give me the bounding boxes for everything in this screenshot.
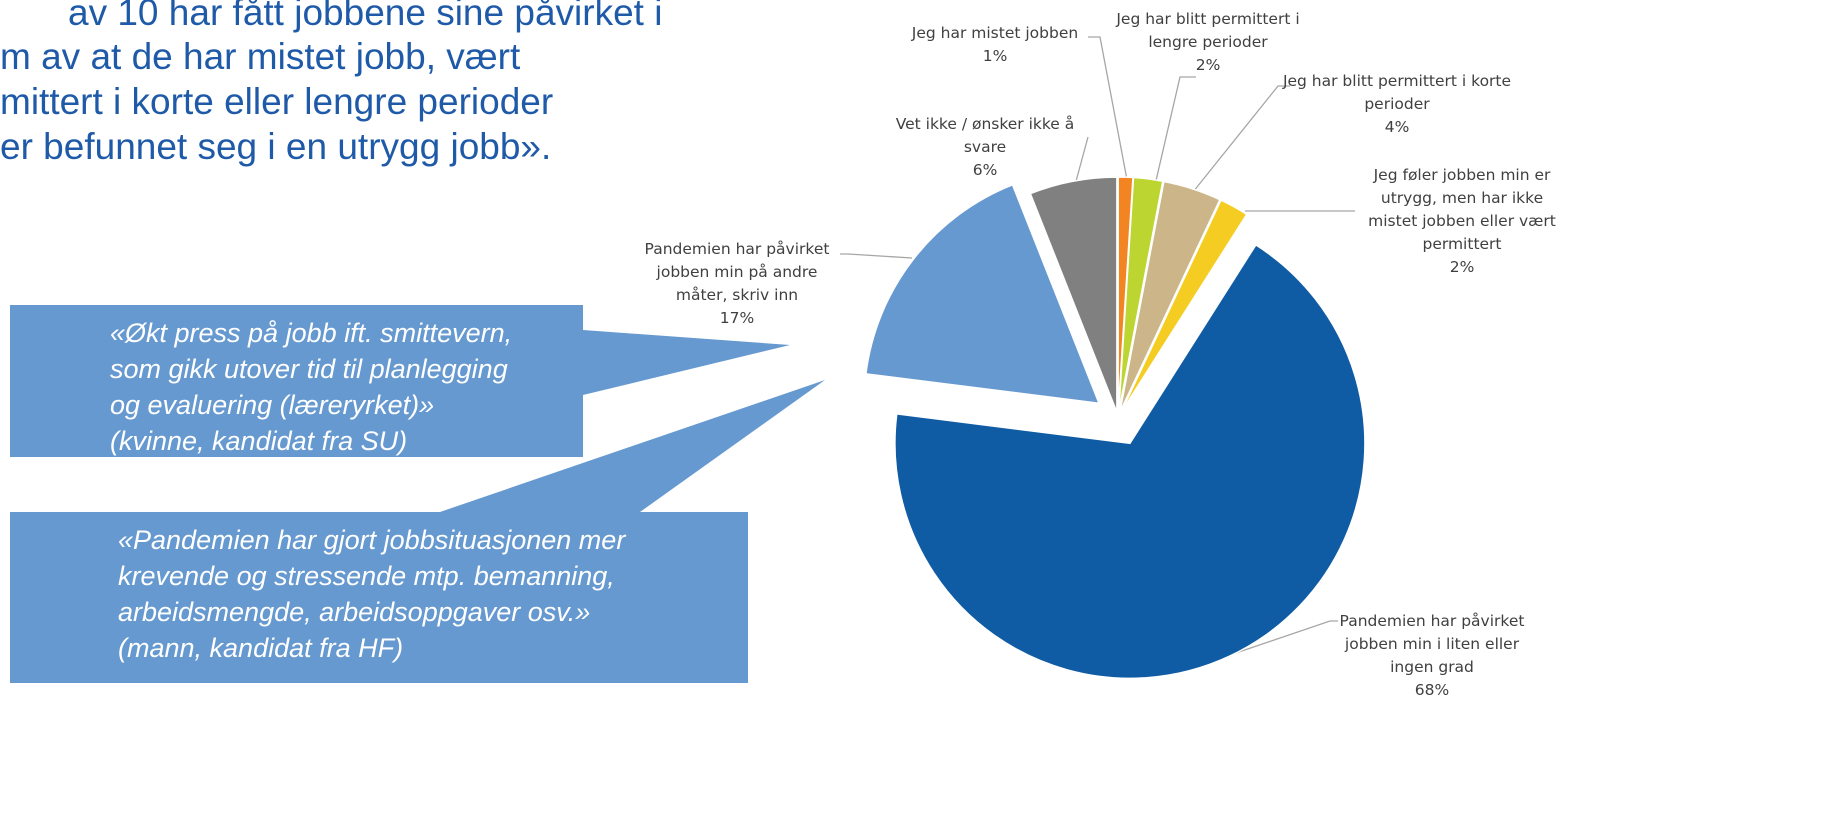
value-label: 2% — [1195, 56, 1221, 74]
category-label: Jeg har blitt permittert i lengre period… — [1116, 10, 1300, 51]
value-label: 4% — [1384, 118, 1410, 136]
category-label: Jeg føler jobben min er utrygg, men har … — [1368, 166, 1556, 253]
pie-slice — [1120, 199, 1248, 414]
heading-line: er befunnet seg i en utrygg jobb». — [0, 126, 552, 167]
quote-line: som gikk utover tid til planlegging — [110, 354, 508, 384]
quote-line: arbeidsmengde, arbeidsoppgaver osv.» — [118, 597, 591, 627]
value-label: 2% — [1449, 258, 1475, 276]
data-label: Vet ikke / ønsker ikke å svare 6% — [880, 113, 1090, 182]
callout-box — [10, 380, 825, 683]
heading-line: m av at de har mistet jobb, vært — [0, 36, 521, 77]
pie-slice — [865, 183, 1101, 405]
category-label: Jeg har mistet jobben — [911, 24, 1079, 42]
value-label: 1% — [982, 47, 1008, 65]
heading-line: av 10 har fått jobbene sine påvirket i — [68, 0, 663, 33]
data-label: Pandemien har påvirket jobben min på and… — [637, 238, 837, 330]
callout-box — [10, 305, 790, 457]
quote-line: krevende og stressende mtp. bemanning, — [118, 561, 615, 591]
data-label: Jeg har blitt permittert i lengre period… — [1103, 8, 1313, 77]
pie-slice — [1119, 180, 1221, 413]
pie-slice — [1118, 176, 1164, 413]
data-label: Jeg har mistet jobben 1% — [890, 22, 1100, 68]
quote-line: «Pandemien har gjort jobbsituasjonen mer — [118, 525, 626, 555]
pie-slice — [894, 243, 1366, 680]
quote-line: «Økt press på jobb ift. smittevern, — [110, 318, 513, 348]
value-label: 6% — [972, 161, 998, 179]
value-label: 17% — [719, 309, 755, 327]
heading-line: mittert i korte eller lengre perioder — [0, 81, 554, 122]
data-label: Pandemien har påvirket jobben min i lite… — [1332, 610, 1532, 702]
leader-lines — [840, 36, 1355, 656]
data-label: Jeg føler jobben min er utrygg, men har … — [1355, 164, 1570, 279]
category-label: Jeg har blitt permittert i korte periode… — [1282, 72, 1512, 113]
quote-line: (mann, kandidat fra HF) — [118, 633, 404, 663]
quote-line: og evaluering (læreryrket)» — [110, 390, 435, 420]
quote-line: (kvinne, kandidat fra SU) — [110, 426, 408, 456]
pie — [865, 176, 1366, 680]
category-label: Vet ikke / ønsker ikke å svare — [895, 115, 1075, 156]
value-label: 68% — [1414, 681, 1450, 699]
category-label: Pandemien har påvirket jobben min i lite… — [1339, 612, 1525, 676]
category-label: Pandemien har påvirket jobben min på and… — [644, 240, 830, 304]
pie-slice — [1029, 176, 1118, 413]
data-label: Jeg har blitt permittert i korte periode… — [1282, 70, 1512, 139]
